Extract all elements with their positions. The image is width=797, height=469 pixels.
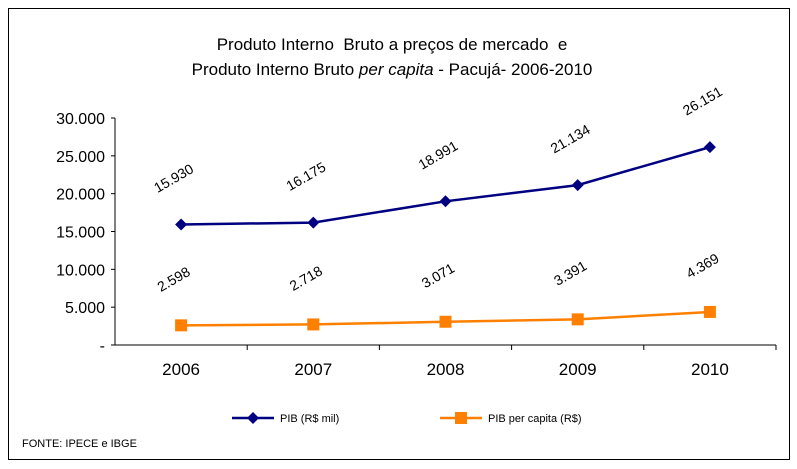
title-part: per capita (358, 60, 434, 79)
chart-title: Produto Interno Bruto per capita - Pacuj… (192, 60, 593, 79)
y-tick-label: 15.000 (56, 225, 105, 242)
y-tick-label: 5.000 (65, 300, 105, 317)
point (703, 141, 716, 154)
point (307, 318, 320, 331)
y-tick-label: 25.000 (56, 149, 105, 166)
title-part: - Pacujá- 2006-2010 (434, 60, 593, 79)
legend-marker (247, 412, 259, 424)
chart-title: Produto Interno Bruto a preços de mercad… (217, 35, 568, 54)
x-tick-label: 2008 (427, 360, 465, 379)
point (571, 313, 584, 326)
y-tick-label: 30.000 (56, 111, 105, 128)
legend-label: PIB (R$ mil) (280, 413, 339, 425)
point (307, 216, 320, 229)
chart-frame (8, 8, 790, 460)
point (571, 179, 584, 192)
point (175, 319, 188, 332)
y-tick-label: - (100, 338, 105, 355)
y-tick-label: 10.000 (56, 262, 105, 279)
x-tick-label: 2009 (559, 360, 597, 379)
source-note: FONTE: IPECE e IBGE (22, 438, 137, 450)
point (703, 305, 716, 318)
point (175, 218, 188, 231)
x-tick-label: 2006 (162, 360, 200, 379)
legend-label: PIB per capita (R$) (488, 413, 582, 425)
point (439, 315, 452, 328)
x-tick-label: 2007 (294, 360, 332, 379)
title-part: Produto Interno Bruto (192, 60, 359, 79)
point (439, 195, 452, 208)
y-tick-label: 20.000 (56, 187, 105, 204)
x-tick-label: 2010 (691, 360, 729, 379)
legend-marker (455, 412, 467, 424)
